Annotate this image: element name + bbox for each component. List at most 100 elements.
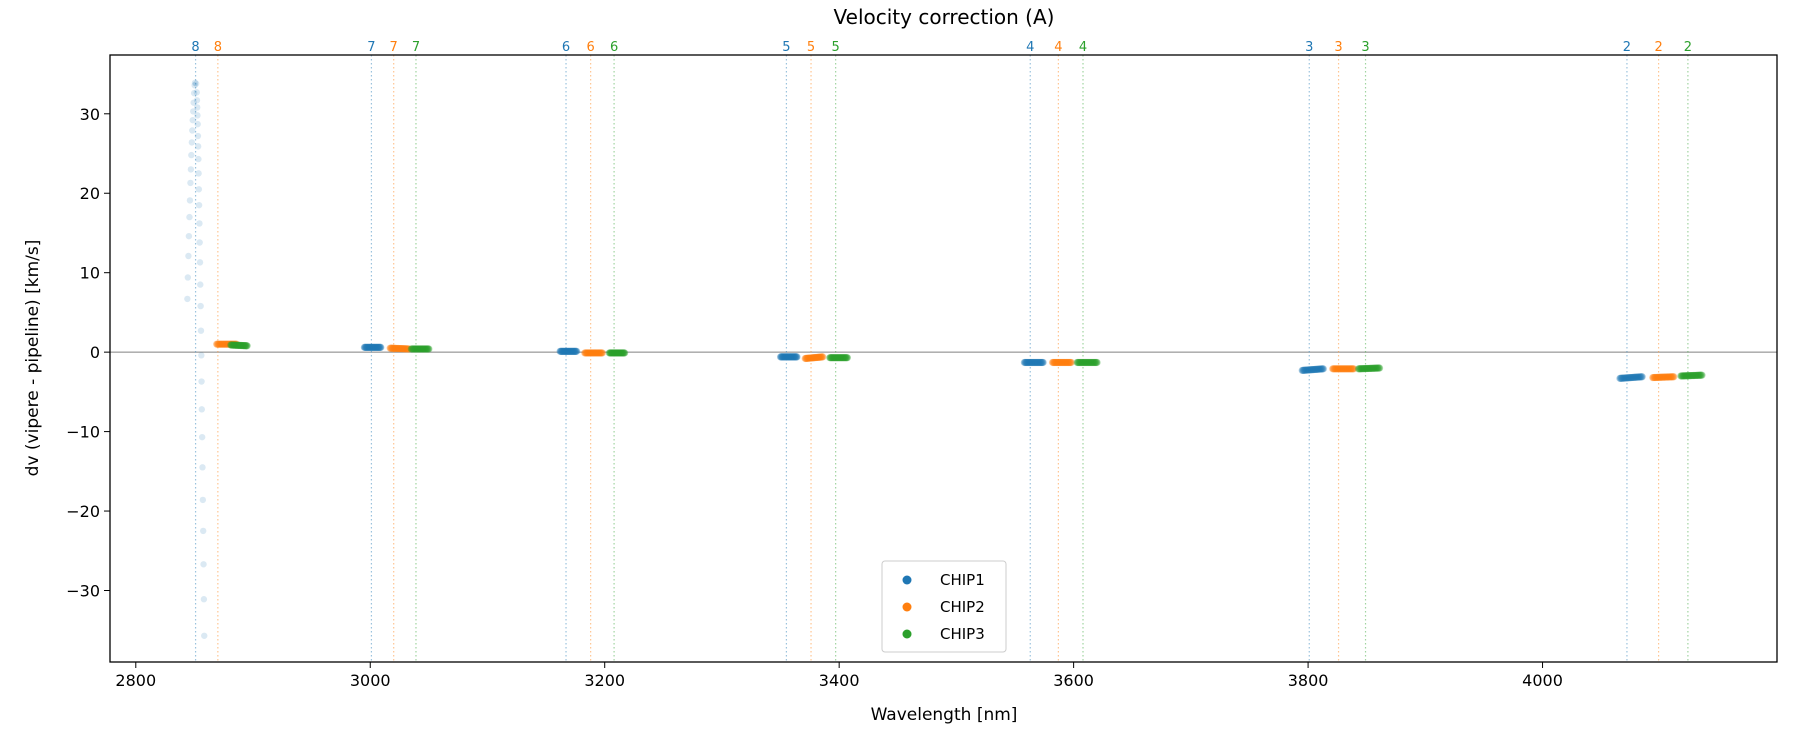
data-point xyxy=(838,354,846,362)
data-point xyxy=(838,354,846,362)
order-label: 6 xyxy=(610,40,618,55)
data-point xyxy=(1695,371,1703,379)
data-point xyxy=(1345,365,1353,373)
data-point xyxy=(1312,365,1320,373)
data-point xyxy=(803,354,811,362)
data-point xyxy=(808,354,816,362)
data-point xyxy=(1062,358,1071,367)
data-point xyxy=(1677,372,1685,380)
y-tick-label: 30 xyxy=(80,105,100,124)
data-point xyxy=(365,343,373,351)
data-point xyxy=(836,354,844,362)
data-point xyxy=(572,347,581,355)
data-point xyxy=(1665,373,1673,381)
data-point xyxy=(217,340,225,348)
data-point xyxy=(1312,365,1321,373)
data-point xyxy=(810,354,818,362)
data-point xyxy=(1048,358,1057,367)
data-point xyxy=(1637,373,1645,381)
data-point xyxy=(387,344,395,352)
data-point xyxy=(806,354,814,362)
data-point xyxy=(559,347,567,355)
data-point xyxy=(1687,371,1695,380)
data-point xyxy=(1678,372,1686,380)
data-point xyxy=(1052,358,1060,367)
data-point xyxy=(411,345,419,353)
order-label: 3 xyxy=(1305,40,1313,55)
data-point xyxy=(1367,364,1376,372)
data-point xyxy=(225,340,233,348)
data-point xyxy=(563,347,572,355)
data-point xyxy=(1036,358,1044,367)
data-point xyxy=(394,344,402,353)
data-point xyxy=(833,354,841,362)
data-point xyxy=(565,347,573,355)
data-point xyxy=(1668,373,1677,381)
data-point xyxy=(1696,371,1704,379)
data-point xyxy=(818,353,826,361)
data-point xyxy=(1302,366,1310,374)
data-point xyxy=(190,108,197,115)
order-label: 5 xyxy=(832,40,840,55)
x-tick-label: 3000 xyxy=(350,671,391,690)
data-point xyxy=(1626,374,1634,382)
data-point xyxy=(194,120,201,128)
data-point xyxy=(1035,358,1044,367)
data-point xyxy=(792,353,800,361)
data-point xyxy=(1692,371,1701,379)
data-point xyxy=(1313,365,1321,373)
data-point xyxy=(375,343,383,351)
data-point xyxy=(1661,373,1669,381)
data-point xyxy=(558,347,566,355)
data-point xyxy=(1634,373,1643,381)
data-point xyxy=(1038,358,1047,367)
data-point xyxy=(1689,371,1697,380)
data-point xyxy=(1034,358,1042,367)
data-point xyxy=(1084,358,1092,367)
data-point xyxy=(231,340,239,348)
data-point xyxy=(1331,365,1339,373)
data-point xyxy=(415,345,423,353)
data-point xyxy=(571,347,580,355)
data-point xyxy=(815,353,823,361)
data-point xyxy=(232,340,240,348)
data-point xyxy=(1363,364,1371,373)
data-point xyxy=(1649,373,1658,382)
data-point xyxy=(827,354,836,362)
data-point xyxy=(390,344,398,352)
order-label: 8 xyxy=(191,40,199,55)
data-point xyxy=(779,353,787,361)
data-point xyxy=(1021,358,1030,367)
data-point xyxy=(241,342,249,350)
data-point xyxy=(370,343,378,351)
data-point xyxy=(374,343,382,351)
data-point xyxy=(567,347,575,355)
data-point xyxy=(588,349,596,357)
data-point xyxy=(1350,365,1358,373)
data-point xyxy=(1359,365,1367,373)
data-point xyxy=(1354,365,1363,373)
data-point xyxy=(584,349,592,357)
data-point xyxy=(1666,373,1674,381)
data-point xyxy=(1059,358,1068,367)
data-point xyxy=(1638,373,1646,381)
data-point xyxy=(410,345,418,353)
data-point xyxy=(197,327,205,334)
data-point xyxy=(192,80,200,87)
data-point xyxy=(608,349,616,357)
y-tick-label: −20 xyxy=(66,502,100,521)
data-point xyxy=(832,354,840,362)
data-point xyxy=(1622,374,1630,382)
data-point xyxy=(1022,358,1030,367)
data-point xyxy=(556,347,564,355)
data-point xyxy=(222,340,230,348)
data-point xyxy=(1315,365,1323,373)
data-point xyxy=(421,345,430,353)
data-point xyxy=(365,343,373,351)
data-point xyxy=(617,349,625,357)
data-point xyxy=(786,353,794,361)
data-point xyxy=(1061,358,1069,367)
data-point xyxy=(841,354,849,362)
data-point xyxy=(829,354,837,362)
